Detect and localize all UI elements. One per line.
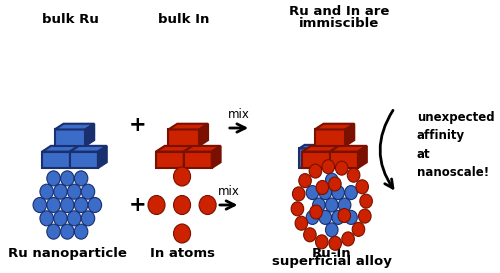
Polygon shape <box>358 146 367 168</box>
Circle shape <box>74 171 88 186</box>
Circle shape <box>304 228 316 242</box>
Polygon shape <box>168 129 199 146</box>
Polygon shape <box>70 152 98 168</box>
Text: mix: mix <box>218 185 240 198</box>
Circle shape <box>68 184 81 199</box>
Text: bulk Ru: bulk Ru <box>42 13 98 26</box>
Circle shape <box>148 195 165 215</box>
Circle shape <box>336 161 348 175</box>
Circle shape <box>174 224 190 243</box>
Circle shape <box>60 224 74 239</box>
Circle shape <box>33 197 46 212</box>
Polygon shape <box>54 129 86 146</box>
Polygon shape <box>42 146 79 152</box>
Polygon shape <box>302 146 339 152</box>
Circle shape <box>306 186 318 200</box>
Circle shape <box>54 184 67 199</box>
Polygon shape <box>184 146 220 152</box>
Circle shape <box>328 177 341 191</box>
Circle shape <box>174 167 190 186</box>
Circle shape <box>352 222 364 236</box>
Circle shape <box>82 184 94 199</box>
Circle shape <box>310 205 322 219</box>
Text: Ru nanoparticle: Ru nanoparticle <box>8 247 127 260</box>
Circle shape <box>342 232 354 246</box>
Polygon shape <box>42 152 70 168</box>
Text: mix: mix <box>228 108 250 121</box>
Circle shape <box>358 209 371 223</box>
Circle shape <box>345 210 358 224</box>
Circle shape <box>306 210 318 224</box>
Text: Ru-In: Ru-In <box>312 247 352 260</box>
Polygon shape <box>300 145 324 148</box>
Circle shape <box>295 216 308 230</box>
Circle shape <box>174 195 190 215</box>
Circle shape <box>47 224 60 239</box>
Circle shape <box>82 211 94 226</box>
Text: bulk In: bulk In <box>158 13 210 26</box>
Circle shape <box>329 236 342 250</box>
Circle shape <box>326 198 338 212</box>
Circle shape <box>345 186 358 200</box>
Circle shape <box>292 187 305 201</box>
Polygon shape <box>346 124 354 146</box>
Polygon shape <box>300 148 319 168</box>
Polygon shape <box>184 152 212 168</box>
Circle shape <box>88 197 102 212</box>
Circle shape <box>360 194 372 208</box>
Polygon shape <box>302 152 330 168</box>
Circle shape <box>312 198 325 212</box>
Circle shape <box>338 209 350 222</box>
Circle shape <box>316 180 328 194</box>
Circle shape <box>299 174 312 188</box>
Polygon shape <box>330 152 358 168</box>
Circle shape <box>199 195 216 215</box>
Circle shape <box>326 173 338 187</box>
Polygon shape <box>70 146 79 168</box>
Polygon shape <box>54 124 94 129</box>
Circle shape <box>338 198 351 212</box>
Circle shape <box>326 223 338 237</box>
Circle shape <box>68 211 81 226</box>
Circle shape <box>348 168 360 182</box>
Polygon shape <box>98 146 107 168</box>
Polygon shape <box>330 146 367 152</box>
Circle shape <box>356 180 368 194</box>
Circle shape <box>309 164 322 178</box>
Circle shape <box>74 224 88 239</box>
Circle shape <box>60 197 74 212</box>
Text: +: + <box>128 195 146 215</box>
Circle shape <box>332 186 344 200</box>
Circle shape <box>322 160 334 174</box>
Circle shape <box>74 197 88 212</box>
Polygon shape <box>314 129 346 146</box>
Polygon shape <box>212 146 220 168</box>
Circle shape <box>319 186 332 200</box>
Circle shape <box>332 210 344 224</box>
Text: unexpected
affinity
at
nanoscale!: unexpected affinity at nanoscale! <box>417 111 494 179</box>
Circle shape <box>319 210 332 224</box>
Circle shape <box>54 211 67 226</box>
Circle shape <box>40 184 54 199</box>
Polygon shape <box>156 146 192 152</box>
Circle shape <box>47 197 60 212</box>
Circle shape <box>47 171 60 186</box>
Text: immiscible: immiscible <box>299 17 379 30</box>
Polygon shape <box>70 146 107 152</box>
Circle shape <box>60 171 74 186</box>
Text: superficial alloy: superficial alloy <box>272 255 392 268</box>
Text: +: + <box>128 115 146 135</box>
Polygon shape <box>86 124 94 146</box>
Polygon shape <box>330 146 339 168</box>
Polygon shape <box>314 124 354 129</box>
Text: Ru and In are: Ru and In are <box>288 5 389 18</box>
Text: In atoms: In atoms <box>150 247 214 260</box>
Polygon shape <box>184 146 192 168</box>
Polygon shape <box>199 124 208 146</box>
Circle shape <box>291 202 304 216</box>
Polygon shape <box>156 152 184 168</box>
Polygon shape <box>168 124 208 129</box>
Circle shape <box>316 235 328 249</box>
Circle shape <box>40 211 54 226</box>
